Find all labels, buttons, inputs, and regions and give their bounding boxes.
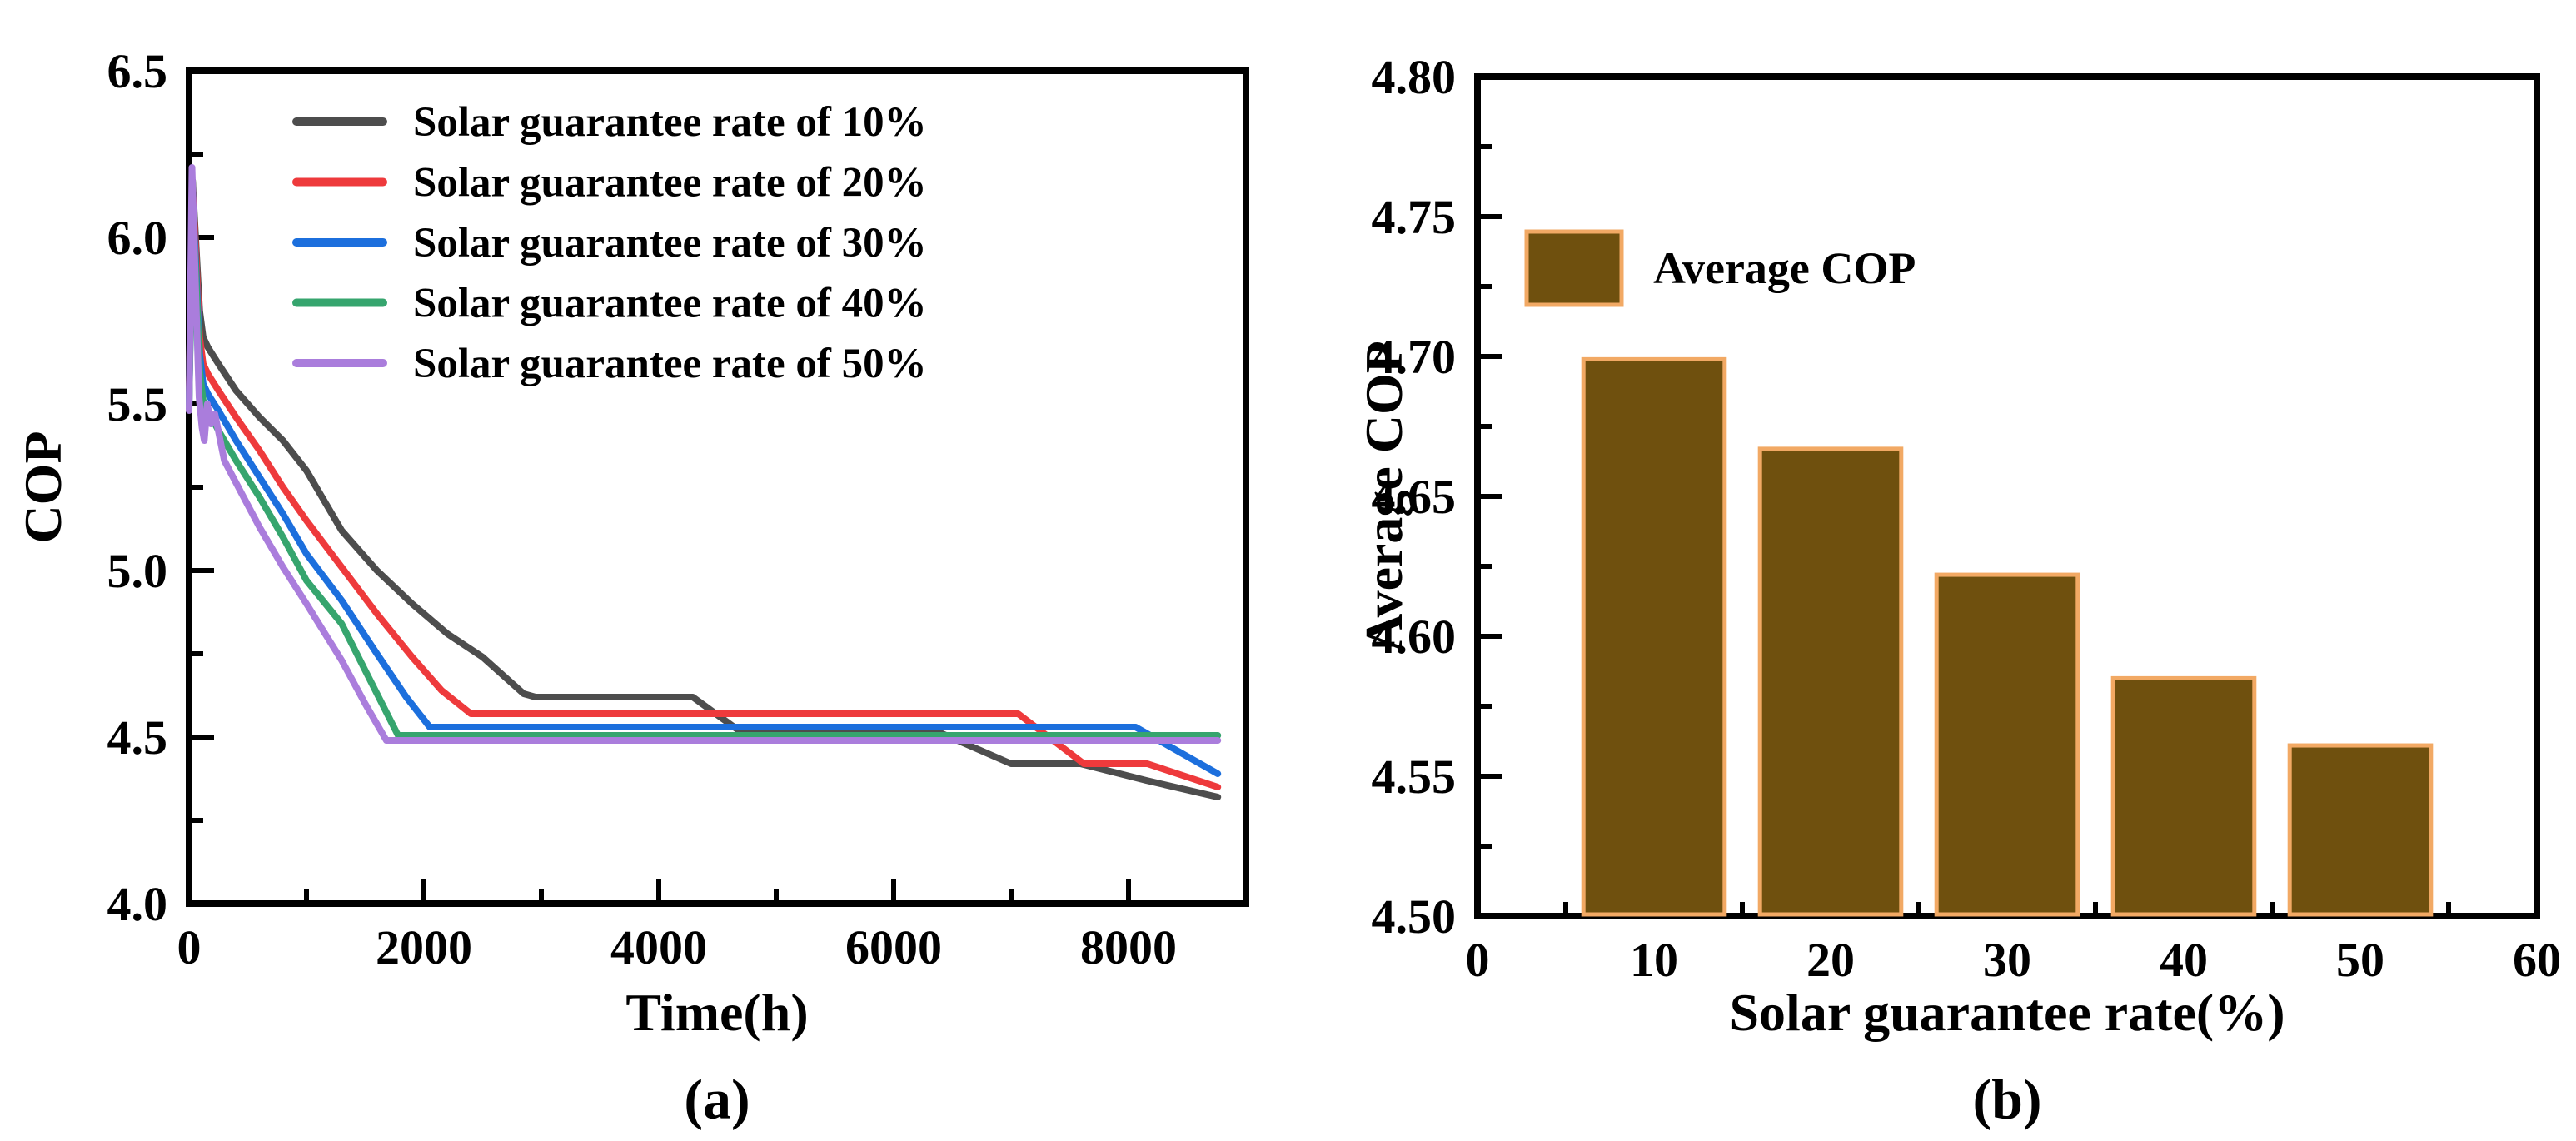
- y-tick-label: 5.5: [107, 377, 168, 431]
- legend-label: Solar guarantee rate of 40%: [413, 281, 927, 327]
- x-tick-label: 30: [1983, 933, 2031, 987]
- y-tick-label: 4.80: [1372, 50, 1457, 104]
- x-tick-label: 10: [1630, 933, 1678, 987]
- panel-b-ylabel: Average COP: [1354, 341, 1413, 652]
- y-tick-label: 4.0: [107, 877, 168, 931]
- panel-a-ylabel: COP: [13, 431, 72, 544]
- x-tick-label: 20: [1806, 933, 1855, 987]
- x-tick-label: 2000: [376, 920, 472, 974]
- x-tick-label: 60: [2513, 933, 2561, 987]
- y-tick-label: 4.5: [107, 710, 168, 765]
- legend-label: Solar guarantee rate of 10%: [413, 99, 927, 146]
- x-tick-label: 6000: [845, 920, 942, 974]
- legend-bar-swatch: [1524, 229, 1624, 307]
- legend-label: Solar guarantee rate of 20%: [413, 160, 927, 207]
- y-tick-label: 4.75: [1372, 190, 1457, 244]
- y-tick-label: 5.0: [107, 544, 168, 598]
- x-tick-label: 0: [177, 920, 202, 974]
- panel-a-xlabel: Time(h): [625, 983, 809, 1042]
- x-tick-label: 40: [2160, 933, 2208, 987]
- x-tick-label: 0: [1466, 933, 1490, 987]
- panel-a-sublabel: (a): [684, 1067, 750, 1131]
- bar-rate-50pct: [2287, 743, 2434, 917]
- y-tick-label: 4.55: [1372, 750, 1457, 804]
- legend-label: Average COP: [1653, 243, 1916, 293]
- x-tick-label: 50: [2336, 933, 2384, 987]
- x-tick-label: 4000: [610, 920, 707, 974]
- y-tick-label: 6.5: [107, 44, 168, 98]
- legend-label: Solar guarantee rate of 30%: [413, 220, 927, 267]
- y-tick-label: 6.0: [107, 211, 168, 265]
- bar-rate-40pct: [2110, 675, 2257, 917]
- y-tick-label: 4.65: [1372, 470, 1457, 524]
- panel-b-xlabel: Solar guarantee rate(%): [1729, 983, 2285, 1042]
- x-tick-label: 8000: [1080, 920, 1177, 974]
- bar-rate-10pct: [1581, 356, 1727, 917]
- curve-rate-10pct: [186, 177, 1222, 800]
- panel-b-sublabel: (b): [1972, 1067, 2042, 1131]
- bar-rate-20pct: [1757, 446, 1904, 917]
- y-tick-label: 4.60: [1372, 610, 1457, 664]
- legend-label: Solar guarantee rate of 50%: [413, 341, 927, 387]
- curve-rate-50pct: [186, 164, 1222, 744]
- y-tick-label: 4.50: [1372, 889, 1457, 944]
- bar-rate-30pct: [1934, 572, 2080, 917]
- y-tick-label: 4.70: [1372, 330, 1457, 384]
